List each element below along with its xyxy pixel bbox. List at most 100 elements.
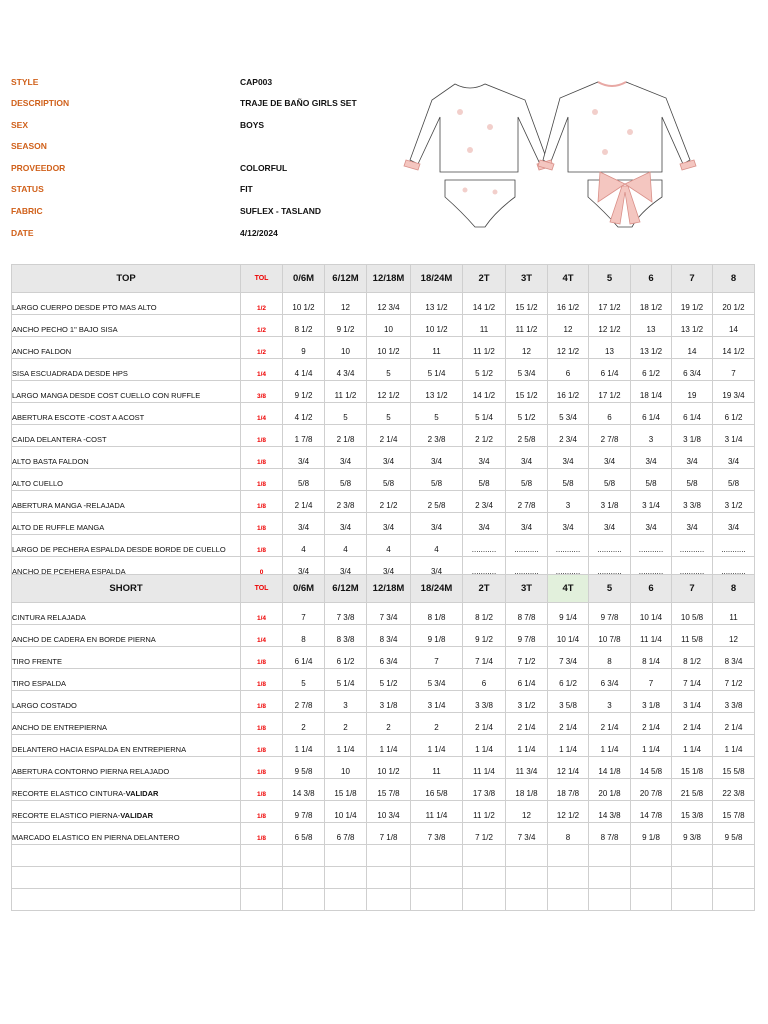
measure-value: 1 1/4 — [410, 734, 463, 757]
measure-value: 13 1/2 — [671, 314, 713, 337]
measure-value: 1 1/4 — [366, 734, 411, 757]
measure-value: 2 1/4 — [547, 712, 589, 735]
measure-value: 6 — [588, 402, 631, 425]
table-title: TOP — [11, 264, 241, 293]
measure-value: 2 5/8 — [410, 490, 463, 513]
measure-name-text: ALTO BASTA FALDON — [12, 457, 89, 466]
field-value: BOYS — [240, 120, 265, 130]
empty-cell — [462, 866, 506, 889]
empty-cell — [324, 866, 367, 889]
measure-value: 3/4 — [462, 446, 506, 469]
measure-name-bold: VALIDAR — [125, 789, 159, 798]
field-label: DATE — [11, 228, 34, 238]
measure-value: 4 1/4 — [282, 358, 325, 381]
measure-value: 3/4 — [630, 512, 672, 535]
measure-name: ALTO DE RUFFLE MANGA — [11, 512, 241, 535]
measure-value: 7 — [712, 358, 755, 381]
measure-value: 3/4 — [505, 512, 548, 535]
empty-cell — [671, 866, 713, 889]
measure-value: 8 7/8 — [505, 602, 548, 625]
measure-value: 5/8 — [588, 468, 631, 491]
empty-cell — [366, 866, 411, 889]
measure-name-text: DELANTERO HACIA ESPALDA EN ENTREPIERNA — [12, 745, 187, 754]
measure-value: 20 7/8 — [630, 778, 672, 801]
measure-value: 3 3/8 — [712, 690, 755, 713]
measure-value: 2 1/4 — [462, 712, 506, 735]
measure-value: 10 1/4 — [630, 602, 672, 625]
measure-value: 5 1/2 — [366, 668, 411, 691]
measure-row: ABERTURA ESCOTE -COST A ACOST 1/4 4 1/2 5 5 5… — [11, 402, 755, 425]
measure-name-text: TIRO FRENTE — [12, 657, 63, 666]
measure-value: 1 1/4 — [282, 734, 325, 757]
measure-value: 2 3/8 — [410, 424, 463, 447]
size-header: 18/24M — [410, 574, 463, 603]
measure-value: 10 1/2 — [282, 292, 325, 315]
measure-value: 15 1/8 — [324, 778, 367, 801]
measure-value: 4 — [410, 534, 463, 557]
measure-value: 10 7/8 — [588, 624, 631, 647]
measure-value: 10 1/2 — [410, 314, 463, 337]
empty-cell — [240, 888, 283, 911]
measure-value: 14 7/8 — [630, 800, 672, 823]
measure-value: 5 — [366, 402, 411, 425]
measure-value: 10 5/8 — [671, 602, 713, 625]
field-value: TRAJE DE BAÑO GIRLS SET — [240, 98, 357, 108]
tolerance: 1/4 — [240, 402, 283, 425]
measure-value: 5/8 — [671, 468, 713, 491]
size-header: 4T — [547, 574, 589, 603]
measure-name: LARGO COSTADO — [11, 690, 241, 713]
measure-value: 5/8 — [410, 468, 463, 491]
measure-value: 2 5/8 — [505, 424, 548, 447]
spec-table: SHORT TOL 0/6M 6/12M 12/18M 18/24M 2T 3T 4T 5 6 7 8 C… — [11, 574, 755, 911]
measure-value: 8 3/4 — [712, 646, 755, 669]
measure-value: ........... — [505, 534, 548, 557]
measure-value: 2 — [366, 712, 411, 735]
empty-cell — [588, 866, 631, 889]
measure-name-text: ANCHO FALDON — [12, 347, 72, 356]
field-value: 4/12/2024 — [240, 228, 278, 238]
measure-value: 12 3/4 — [366, 292, 411, 315]
measure-value: 10 — [324, 336, 367, 359]
measure-value: 14 1/2 — [462, 380, 506, 403]
measure-value: 1 1/4 — [588, 734, 631, 757]
measure-value: 8 1/2 — [671, 646, 713, 669]
measure-value: 18 1/4 — [630, 380, 672, 403]
empty-cell — [547, 866, 589, 889]
measure-name: SISA ESCUADRADA DESDE HPS — [11, 358, 241, 381]
measure-value: 12 — [712, 624, 755, 647]
measure-value: 13 — [630, 314, 672, 337]
measure-name-text: LARGO CUERPO DESDE PTO MAS ALTO — [12, 303, 157, 312]
measure-value: 7 1/2 — [712, 668, 755, 691]
measure-value: 2 1/8 — [324, 424, 367, 447]
size-header: 2T — [462, 264, 506, 293]
measure-value: 12 1/4 — [547, 756, 589, 779]
measure-row: ABERTURA CONTORNO PIERNA RELAJADO 1/8 9 5/… — [11, 756, 755, 779]
size-header: 6 — [630, 574, 672, 603]
measure-value: 5 — [324, 402, 367, 425]
empty-row — [11, 844, 755, 867]
empty-row — [11, 888, 755, 911]
measure-value: 2 — [282, 712, 325, 735]
measure-value: 15 1/2 — [505, 380, 548, 403]
measure-value: 14 3/8 — [282, 778, 325, 801]
tolerance: 1/8 — [240, 490, 283, 513]
empty-cell — [462, 844, 506, 867]
measure-value: 6 — [462, 668, 506, 691]
measure-value: 3 1/8 — [588, 490, 631, 513]
measure-value: 8 1/2 — [462, 602, 506, 625]
measure-row: RECORTE ELASTICO PIERNA-VALIDAR 1/8 9 7/8 1… — [11, 800, 755, 823]
field-label: STYLE — [11, 77, 39, 87]
empty-cell — [505, 844, 548, 867]
measure-value: 6 3/4 — [671, 358, 713, 381]
measure-value: 11 1/4 — [410, 800, 463, 823]
measure-value: 6 1/2 — [630, 358, 672, 381]
measure-value: 2 — [324, 712, 367, 735]
size-header: 8 — [712, 574, 755, 603]
measure-value: 8 3/8 — [324, 624, 367, 647]
measure-value: 17 1/2 — [588, 380, 631, 403]
measure-value: 11 — [462, 314, 506, 337]
empty-cell — [11, 888, 241, 911]
size-header: 5 — [588, 264, 631, 293]
measure-value: 5/8 — [547, 468, 589, 491]
size-header: 18/24M — [410, 264, 463, 293]
